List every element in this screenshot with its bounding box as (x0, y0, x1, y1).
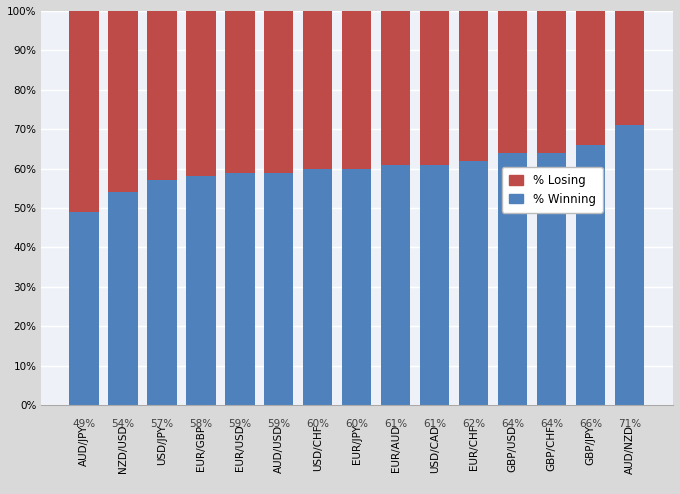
Text: 54%: 54% (112, 419, 135, 429)
Text: 59%: 59% (267, 419, 290, 429)
Text: 60%: 60% (307, 419, 329, 429)
Bar (108, 11, 137, 192)
Bar (108, 192, 137, 405)
Bar (342, 11, 371, 168)
Bar (342, 168, 371, 405)
Bar (381, 11, 411, 165)
Bar (148, 180, 177, 405)
Bar (615, 125, 645, 405)
Bar (303, 168, 333, 405)
Text: 64%: 64% (501, 419, 524, 429)
Text: 59%: 59% (228, 419, 252, 429)
Bar (498, 153, 528, 405)
Bar (186, 11, 216, 176)
Bar (186, 176, 216, 405)
Text: 61%: 61% (423, 419, 446, 429)
Bar (148, 11, 177, 180)
Bar (225, 11, 254, 172)
Legend: % Losing, % Winning: % Losing, % Winning (502, 166, 602, 213)
Text: 64%: 64% (540, 419, 563, 429)
Bar (265, 172, 294, 405)
Text: 71%: 71% (618, 419, 641, 429)
Bar (69, 212, 99, 405)
Bar (420, 165, 449, 405)
Text: 62%: 62% (462, 419, 486, 429)
Text: 57%: 57% (150, 419, 173, 429)
Text: 60%: 60% (345, 419, 369, 429)
Bar (69, 11, 99, 212)
Bar (381, 165, 411, 405)
Text: 66%: 66% (579, 419, 602, 429)
Bar (537, 11, 566, 153)
Text: 58%: 58% (189, 419, 212, 429)
Text: 49%: 49% (72, 419, 95, 429)
Bar (303, 11, 333, 168)
Bar (576, 11, 605, 145)
Bar (537, 153, 566, 405)
Text: 61%: 61% (384, 419, 407, 429)
Bar (498, 11, 528, 153)
Bar (615, 11, 645, 125)
Bar (265, 11, 294, 172)
Bar (225, 172, 254, 405)
Bar (459, 161, 488, 405)
Bar (420, 11, 449, 165)
Bar (459, 11, 488, 161)
Bar (576, 145, 605, 405)
